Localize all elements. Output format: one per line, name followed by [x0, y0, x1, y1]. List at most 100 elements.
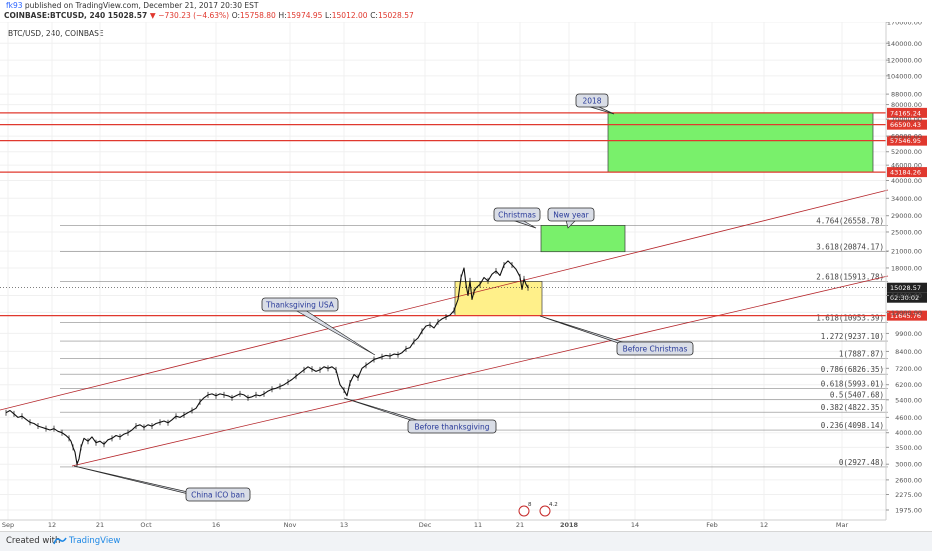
- publish-header: fk93 published on TradingView.com, Decem…: [0, 0, 932, 22]
- fib-level-label: 0(2927.48): [839, 458, 884, 467]
- event-flag-icon: [539, 505, 551, 517]
- price-label: 74165.24: [890, 109, 921, 117]
- low-label: L:: [325, 11, 332, 20]
- fib-level-label: 0.618(5993.01): [821, 379, 884, 388]
- price-tick-label: 4000.00: [895, 429, 922, 437]
- callout-christmas-box: [493, 207, 541, 222]
- publish-line: fk93 published on TradingView.com, Decem…: [6, 1, 258, 10]
- time-tick-label: 12: [48, 521, 56, 529]
- current-price-label: 15028.57: [890, 284, 921, 292]
- time-tick-label: 2018: [560, 521, 579, 529]
- time-tick-label: Mar: [836, 521, 849, 529]
- high-label: H:: [278, 11, 287, 20]
- price-tick-label: 5400.00: [895, 396, 922, 404]
- price-axis: 1975.00 2275.00 2600.00 3000.00 3500.00 4000.…: [885, 22, 922, 520]
- fib-level-label: 0.786(6826.35): [821, 365, 884, 374]
- callout-china-ico-ban-box: [185, 487, 251, 502]
- high-value: 15974.95: [286, 11, 323, 20]
- trend-channel: [0, 189, 889, 467]
- fib-level-label: 4.764(26558.78): [816, 216, 884, 225]
- time-tick-label: 11: [474, 521, 482, 529]
- price-tick-label: 70000.00: [891, 116, 922, 124]
- price-chart[interactable]: 4.764(26558.78) 3.618(20874.17) 2.618(1591…: [0, 22, 932, 530]
- price-tick-label: 18000.00: [891, 264, 922, 272]
- price-label-bg: [887, 310, 927, 321]
- fib-level-label: 0.236(4098.14): [821, 421, 884, 430]
- price-label: 43184.26: [890, 169, 921, 177]
- price-tick-label: 12000.00: [891, 309, 922, 317]
- countdown-label: 02:30:02: [890, 294, 919, 302]
- channel-upper-line: [0, 189, 889, 411]
- close-label: C:: [370, 11, 378, 20]
- callout-new-year-pointer: [565, 219, 577, 229]
- price-tick-label: 14000.00: [891, 292, 922, 300]
- time-axis: Sep 12 21 Oct 16 Nov 13 Dec 11 21 2018 14 Feb 12 Mar: [0, 519, 886, 529]
- event-flag-count: 4.2: [549, 502, 558, 508]
- callout-thanksgiving-box: [261, 297, 339, 312]
- price-tick-label: 34000.00: [891, 195, 922, 203]
- callout-2018-text: 2018: [582, 97, 601, 106]
- price-series: [5, 260, 529, 468]
- price-line: [5, 260, 529, 465]
- last-price: 15028.57: [107, 11, 148, 20]
- callout-china-ico-ban-text: China ICO ban: [191, 491, 245, 500]
- published-text: published on TradingView.com, December 2…: [24, 1, 259, 10]
- price-label-bg: [887, 119, 927, 130]
- symbol-name: COINBASE:BTCUSD, 240: [4, 11, 106, 20]
- countdown-bg: [887, 292, 927, 303]
- price-tick-label: 9900.00: [895, 330, 922, 338]
- down-arrow-icon: ▼: [149, 11, 156, 20]
- open-label: O:: [231, 11, 241, 20]
- time-tick-label: Nov: [284, 521, 297, 529]
- fib-level-label: 0.382(4822.35): [821, 403, 884, 412]
- author-link[interactable]: fk93: [6, 1, 23, 10]
- price-label: 57546.95: [890, 137, 921, 145]
- price-tick-label: 6200.00: [895, 381, 922, 389]
- callout-2018-box: [575, 93, 609, 108]
- time-tick-label: 21: [516, 521, 524, 529]
- fib-level-label: 0.5(5407.68): [830, 391, 884, 400]
- price-label: 11645.76: [890, 312, 921, 320]
- time-tick-label: 13: [340, 521, 348, 529]
- grid: [0, 22, 886, 520]
- callout-2018-pointer: [586, 105, 615, 115]
- zone-new-year: [540, 224, 626, 253]
- price-tick-label: 80000.00: [891, 101, 922, 109]
- time-tick-label: 16: [212, 521, 220, 529]
- callout-before-christmas-text: Before Christmas: [623, 345, 688, 354]
- footer-bar: Created with TradingView: [0, 531, 932, 551]
- price-tick-label: 46000.00: [891, 162, 922, 170]
- price-tick-label: 3000.00: [895, 461, 922, 469]
- event-flag-count: 8: [528, 502, 532, 508]
- price-tick-label: 21000.00: [891, 248, 922, 256]
- channel-lower-line: [71, 275, 889, 467]
- price-tick-label: 4600.00: [895, 414, 922, 422]
- price-tick-label: 7200.00: [895, 365, 922, 373]
- fib-extension: 4.764(26558.78) 3.618(20874.17) 2.618(1591…: [60, 216, 888, 468]
- horizontal-lines: 74165.24 66590.43 57546.95 43184.26 11645.76…: [0, 107, 927, 321]
- time-tick-label: 12: [760, 521, 768, 529]
- price-tick-label: 60000.00: [891, 133, 922, 141]
- zone-2018: [607, 112, 874, 173]
- callout-thanksgiving-text: Thanksgiving USA: [265, 301, 335, 310]
- callout-christmas-text: Christmas: [498, 211, 536, 220]
- callout-before-christmas-box: [616, 341, 694, 356]
- price-tick-label: 104000.00: [887, 72, 922, 80]
- time-tick-label: 21: [96, 521, 104, 529]
- low-value: 15012.00: [331, 11, 368, 20]
- event-flag-icon: [518, 505, 530, 517]
- time-tick-label: Sep: [2, 521, 14, 529]
- price-tick-label: 2600.00: [895, 476, 922, 484]
- current-price-bg: [887, 282, 927, 293]
- price-label: 66590.43: [890, 121, 921, 129]
- fib-level-label: 1(7887.87): [839, 349, 884, 358]
- callout-new-year-box: [547, 207, 595, 222]
- price-tick-label: 1975.00: [895, 507, 922, 515]
- price-label-bg: [887, 135, 927, 146]
- price-tick-label: 2275.00: [895, 491, 922, 499]
- close-value: 15028.57: [377, 11, 414, 20]
- tradingview-brand[interactable]: TradingView: [69, 536, 121, 546]
- price-label-bg: [887, 107, 927, 118]
- price-tick-label: 40000.00: [891, 177, 922, 185]
- tradingview-logo-icon: [53, 537, 67, 545]
